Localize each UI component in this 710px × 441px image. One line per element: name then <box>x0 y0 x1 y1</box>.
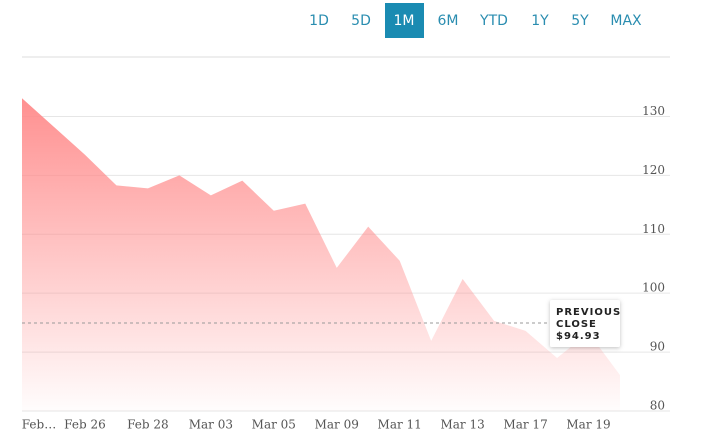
y-tick-label: 80 <box>650 399 665 413</box>
tooltip-title: PREVIOUS CLOSE <box>556 307 621 330</box>
price-area <box>22 98 620 412</box>
tooltip-box <box>550 300 620 347</box>
x-tick-label: Feb 26 <box>64 418 106 432</box>
x-tick-label: Mar 03 <box>189 418 233 432</box>
x-tick-label: Mar 09 <box>315 418 359 432</box>
y-tick-label: 130 <box>642 104 665 118</box>
x-tick-label: Feb 28 <box>127 418 169 432</box>
range-button[interactable]: 5D <box>351 13 371 29</box>
range-button[interactable]: 5Y <box>571 13 589 29</box>
y-tick-label: 120 <box>642 163 665 177</box>
y-tick-label: 110 <box>642 222 665 236</box>
range-button[interactable]: 1D <box>309 13 329 29</box>
range-button[interactable]: 6M <box>438 13 459 29</box>
y-tick-label: 100 <box>642 281 665 295</box>
x-tick-label: Mar 17 <box>503 418 547 432</box>
x-tick-label: Feb… <box>22 418 56 432</box>
range-button[interactable]: 1Y <box>531 13 549 29</box>
x-tick-label: Mar 11 <box>378 418 422 432</box>
range-button[interactable]: YTD <box>479 13 508 29</box>
y-tick-label: 90 <box>650 340 665 354</box>
x-tick-label: Mar 13 <box>440 418 484 432</box>
range-button-bg[interactable] <box>385 3 424 38</box>
x-tick-label: Mar 05 <box>252 418 296 432</box>
x-tick-label: Mar 19 <box>566 418 610 432</box>
tooltip-value: $94.93 <box>556 331 601 342</box>
range-button[interactable]: MAX <box>610 13 642 29</box>
range-button[interactable]: 1M <box>394 13 415 29</box>
